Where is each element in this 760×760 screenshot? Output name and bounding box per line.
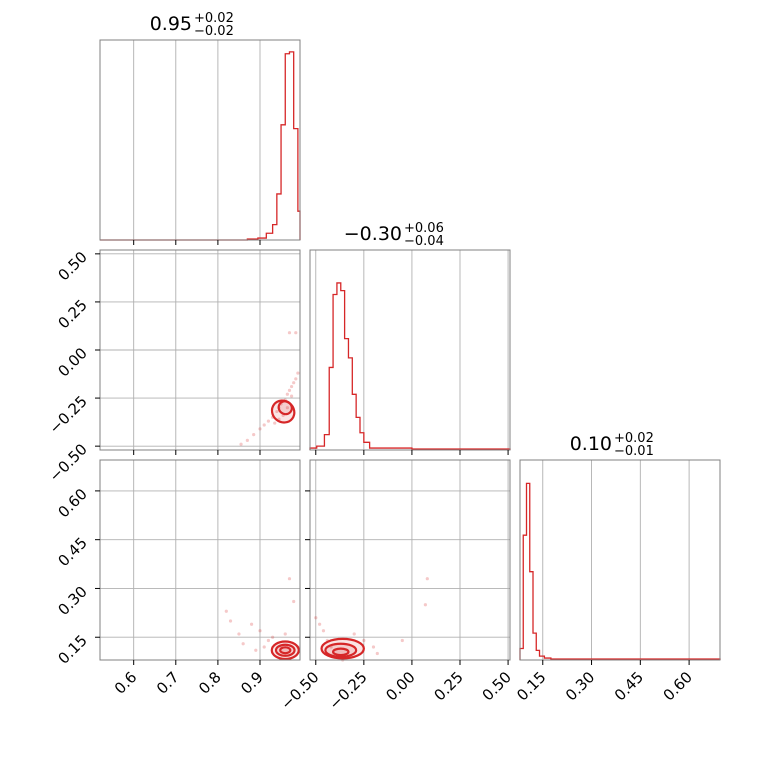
titles-layer: 0.95 +0.02−0.02−0.30 +0.06−0.040.10 +0.02−0… [150, 11, 654, 459]
tick-label-y: 0.60 [54, 485, 90, 521]
scatter-point [371, 645, 376, 649]
grid-layer [100, 40, 690, 660]
ticks-layer: 0.6 0.7 0.8 0.9 −0.50 −0.25 0.00 0.25 0.500.15 0.… [46, 240, 696, 713]
frames-layer [99, 39, 721, 661]
panel-frame [309, 459, 511, 661]
panel-title-minus: −0.02 [194, 24, 234, 39]
scatter-point [237, 632, 241, 636]
scatter-point [249, 622, 254, 626]
tick-label-y: −0.25 [46, 392, 91, 437]
panel-title-value: 0.10 [570, 433, 612, 455]
scatter-point [292, 381, 296, 385]
scatter-point [294, 331, 298, 335]
panel-title-value: 0.95 [150, 13, 192, 35]
tick-label-x: 0.25 [430, 668, 466, 704]
marks-layer [100, 51, 721, 662]
panel-title-plus: +0.02 [194, 11, 234, 26]
scatter-point [423, 603, 427, 607]
tick-label-y: 0.00 [54, 344, 90, 380]
panel-frame [99, 459, 301, 661]
scatter-point [239, 442, 243, 446]
panel-title-plus: +0.06 [404, 221, 444, 236]
panel-frame [519, 459, 721, 661]
tick-label-y: 0.25 [54, 296, 90, 332]
density-contour [279, 646, 292, 655]
scatter-point [262, 645, 266, 649]
density-contour [274, 643, 296, 657]
scatter-point [287, 388, 292, 392]
panel-title-plus: +0.02 [614, 431, 654, 446]
scatter-point [258, 629, 262, 633]
panel-frame [99, 39, 301, 241]
scatter-point [241, 642, 245, 646]
panel-frame [309, 249, 511, 451]
tick-label-x: 0.60 [660, 668, 696, 704]
scatter-point [252, 433, 256, 437]
scatter-point [275, 409, 279, 414]
tick-label-x: −0.25 [325, 668, 370, 713]
tick-label-x: 0.30 [562, 668, 598, 704]
scatter-point [292, 599, 296, 604]
scatter-point [362, 638, 366, 643]
histogram-line [100, 51, 301, 241]
scatter-point [228, 619, 233, 623]
tick-label-y: 0.45 [54, 534, 90, 570]
scatter-point [287, 577, 292, 581]
scatter-point [224, 609, 228, 613]
tick-label-y: 0.30 [54, 583, 90, 619]
scatter-point [285, 392, 289, 396]
density-contour [277, 400, 293, 416]
tick-label-x: 0.8 [195, 668, 225, 698]
tick-label-y: 0.50 [54, 248, 90, 284]
histogram-line [519, 482, 721, 660]
scatter-point [283, 632, 287, 636]
tick-label-x: −0.50 [277, 668, 322, 713]
scatter-point [289, 394, 294, 398]
scatter-point [321, 629, 326, 633]
histogram-line [309, 282, 511, 450]
tick-label-x: 0.9 [237, 668, 267, 698]
scatter-point [318, 622, 322, 626]
scatter-point [314, 616, 318, 620]
scatter-point [245, 438, 249, 442]
scatter-point [287, 331, 292, 335]
density-contour [331, 647, 350, 657]
scatter-point [266, 419, 271, 423]
scatter-point [352, 632, 356, 636]
tick-label-y: −0.50 [46, 440, 91, 485]
scatter-point [266, 638, 271, 643]
tick-label-y: 0.15 [54, 631, 90, 667]
panel-title-value: −0.30 [344, 223, 402, 245]
scatter-point [296, 371, 300, 375]
tick-label-x: 0.6 [111, 668, 141, 698]
scatter-point [258, 427, 262, 431]
scatter-point [375, 651, 379, 656]
tick-label-x: 0.7 [153, 668, 183, 698]
scatter-point [400, 638, 404, 643]
scatter-point [271, 635, 275, 639]
scatter-point [285, 406, 289, 410]
tick-label-x: 0.15 [513, 668, 549, 704]
scatter-point [273, 421, 277, 425]
tick-label-x: 0.00 [382, 668, 418, 704]
panel-title-minus: −0.01 [614, 444, 654, 459]
scatter-point [289, 384, 294, 389]
scatter-point [262, 423, 266, 427]
scatter-point [425, 577, 429, 581]
panel-title-minus: −0.04 [404, 234, 444, 249]
scatter-point [294, 377, 298, 381]
tick-label-x: 0.45 [611, 668, 647, 704]
tick-label-x: 0.50 [479, 668, 515, 704]
scatter-point [254, 648, 258, 652]
